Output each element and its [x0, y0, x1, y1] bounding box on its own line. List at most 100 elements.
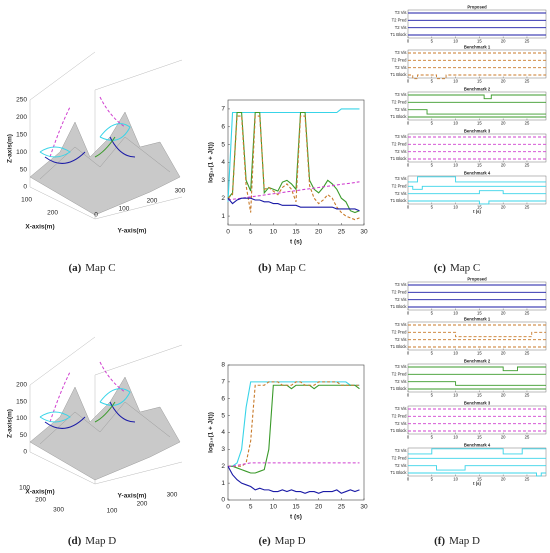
state-line [408, 381, 546, 386]
x-tick-label: 0 [407, 79, 410, 84]
caption-label: (f) [434, 535, 445, 547]
caption-text: Map D [449, 535, 480, 547]
subplot-area [407, 447, 547, 477]
z-tick-label: 200 [16, 382, 27, 389]
z-tick-label: 50 [20, 432, 28, 439]
x-tick-label: 25 [338, 504, 346, 511]
y-tick-label: 100 [119, 206, 130, 213]
x-tick-label: 15 [477, 311, 482, 316]
x-tick-label: 15 [292, 229, 300, 236]
terrain-ridge [39, 401, 171, 445]
row-label: T2 Vis [395, 463, 407, 468]
x-tick-label: 20 [501, 205, 506, 210]
z-tick-label: 0 [23, 184, 27, 191]
caption-text: Map C [85, 262, 115, 274]
subplot-title: Benchmark 2 [464, 87, 491, 92]
row-label: T2 Vis [395, 379, 407, 384]
x-tick-label: 10 [270, 504, 278, 511]
row-label: T2 Pred [392, 329, 408, 334]
subplot-title: Benchmark 2 [464, 359, 491, 364]
row-label: T3 Vis [395, 50, 407, 55]
axis-box [29, 451, 96, 485]
x-axis-label: t (s) [473, 209, 481, 214]
series-line [228, 381, 360, 467]
z-tick-label: 50 [20, 166, 28, 173]
row-label: T2 Vis [395, 65, 407, 70]
x-tick-label: 5 [431, 79, 434, 84]
x-tick-label: 10 [453, 39, 458, 44]
trajectory [44, 151, 86, 164]
caption: (b) Map C [258, 262, 306, 274]
y-axis-label: Y-axis(m) [118, 493, 147, 500]
x-tick-label: 15 [292, 504, 300, 511]
x-tick-label: 25 [525, 477, 530, 482]
z-tick-label: 0 [23, 449, 27, 456]
surface-plot: 0 50 100 150 200 100 200 300 100 200 300 Z-axis(m) X… [7, 336, 183, 515]
subplot-area [407, 133, 547, 163]
row-label: T3 Vis [395, 176, 407, 181]
x-tick-label: 0 [407, 435, 410, 440]
y-tick-label: 4 [221, 429, 225, 436]
row-label: T1 Block [390, 114, 407, 119]
x-tick-label: 20 [501, 39, 506, 44]
axis-box [94, 59, 183, 91]
x-axis-label: t (s) [473, 481, 481, 486]
subplot-title: Proposed [467, 277, 487, 282]
y-tick-label: 300 [167, 492, 178, 499]
z-axis-label: Z-axis(m) [7, 134, 14, 163]
x-tick-label: 5 [249, 229, 253, 236]
trajectory [99, 96, 126, 128]
x-tick-label: 5 [249, 504, 253, 511]
caption: (f) Map D [434, 535, 480, 547]
x-tick-label: 5 [431, 311, 434, 316]
x-tick-label: 15 [477, 39, 482, 44]
axis-box [29, 51, 96, 101]
x-tick-label: 10 [453, 311, 458, 316]
row-label: T2 Pred [392, 371, 408, 376]
subplot-area [407, 363, 547, 393]
x-tick-label: 30 [360, 504, 368, 511]
x-tick-label: 0 [407, 163, 410, 168]
row-label: T3 Vis [395, 322, 407, 327]
trajectory [94, 136, 116, 158]
y-tick-label: 200 [137, 501, 148, 508]
x-tick-label: 300 [53, 507, 64, 514]
caption-label: (c) [434, 262, 447, 274]
row-label: T2 Vis [395, 297, 407, 302]
subplot-title: Proposed [467, 5, 487, 10]
x-tick-label: 10 [453, 121, 458, 126]
x-tick-label: 25 [525, 435, 530, 440]
trajectory [39, 411, 71, 423]
axis-box [94, 461, 183, 485]
y-axis-label: Y-axis(m) [118, 228, 147, 235]
x-tick-label: 20 [501, 351, 506, 356]
x-tick-label: 25 [525, 39, 530, 44]
y-tick-label: 7 [221, 379, 225, 386]
trajectory [49, 371, 71, 423]
x-tick-label: 5 [431, 351, 434, 356]
x-tick-label: 5 [431, 205, 434, 210]
caption: (c) Map C [434, 262, 480, 274]
x-tick-label: 25 [525, 163, 530, 168]
row-label: T3 Vis [395, 364, 407, 369]
subplot-area [407, 321, 547, 351]
y-tick-label: 3 [221, 177, 225, 184]
x-tick-label: 10 [453, 351, 458, 356]
x-tick-label: 20 [315, 504, 323, 511]
x-tick-label: 25 [525, 79, 530, 84]
axis-box [29, 186, 96, 220]
subplot-area [407, 405, 547, 435]
row-label: T2 Vis [395, 25, 407, 30]
x-tick-label: 25 [338, 229, 346, 236]
series-line [228, 381, 360, 467]
row-label: T1 Block [390, 428, 407, 433]
x-tick-label: 20 [501, 311, 506, 316]
subplot-area [407, 281, 547, 311]
x-tick-label: 15 [477, 205, 482, 210]
caption-label: (a) [68, 262, 81, 274]
row-label: T2 Pred [392, 57, 408, 62]
x-tick-label: 200 [47, 210, 58, 217]
z-tick-label: 100 [16, 149, 27, 156]
x-tick-label: 10 [453, 393, 458, 398]
